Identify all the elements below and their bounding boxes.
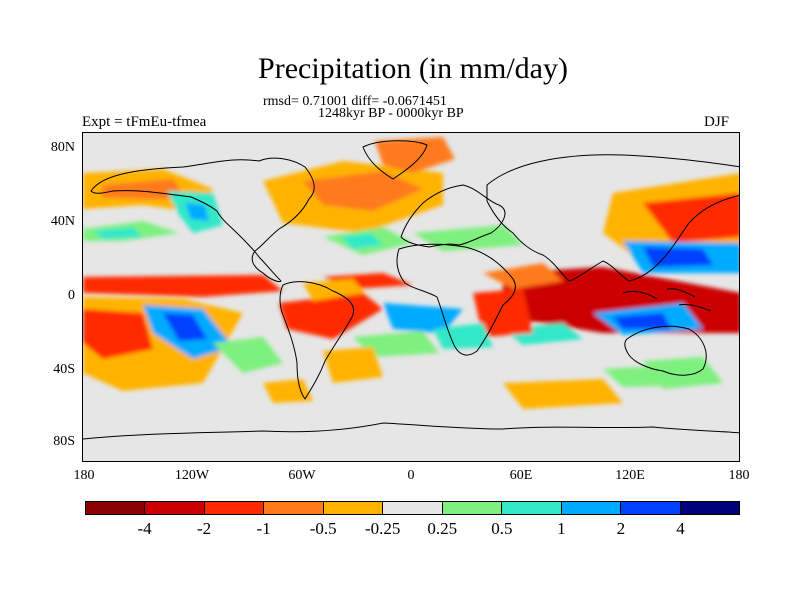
coast-maritime <box>622 288 712 312</box>
x-tick-180e: 180 <box>728 468 750 483</box>
colorbar-box-8 <box>561 502 622 514</box>
x-tick-60e: 60E <box>509 468 533 483</box>
field-nwpac-red <box>643 193 739 243</box>
y-tick-40s: 40S <box>53 362 75 377</box>
field-sam-red <box>279 293 383 339</box>
map-svg <box>83 137 739 440</box>
colorbar-box-3 <box>264 502 324 514</box>
plot-title: Precipitation (in mm/day) <box>258 52 568 85</box>
field-spac-deepblue <box>163 313 207 341</box>
field-si-orange <box>503 379 623 409</box>
field-mc-deepblue <box>613 313 671 329</box>
field-satl-blue <box>383 303 463 333</box>
colorbar-label-0: -4 <box>137 519 152 538</box>
field-satl-green <box>353 331 439 357</box>
field-greenland <box>375 137 455 173</box>
y-tick-80n: 80N <box>50 140 75 155</box>
field-io-orange <box>483 263 563 289</box>
coast-australia <box>624 325 707 376</box>
field-natl-red <box>303 171 423 211</box>
colorbar-label-6: 0.5 <box>491 519 513 538</box>
x-tick-120e: 120E <box>615 468 645 483</box>
precipitation-map <box>82 132 740 462</box>
colorbar-label-3: -0.5 <box>309 519 337 538</box>
colorbar-label-8: 2 <box>616 519 626 538</box>
experiment-label: Expt = tFmEu-tfmea <box>82 114 207 130</box>
colorbar-box-7 <box>502 502 562 514</box>
field-itcz-pac <box>83 275 283 297</box>
colorbar-label-7: 1 <box>557 519 566 538</box>
field-spac-green <box>213 337 283 373</box>
coast-south-america <box>279 281 355 400</box>
field-npac-blue2 <box>185 203 209 221</box>
x-tick-180w: 180 <box>73 468 95 483</box>
coast-greenland <box>362 140 428 180</box>
field-satl-orange <box>323 347 383 383</box>
x-tick-120w: 120W <box>174 468 210 483</box>
field-nwpac-deepblue <box>643 247 713 267</box>
coast-africa <box>396 243 516 356</box>
field-saf-red <box>473 289 533 337</box>
colorbar <box>85 501 740 515</box>
colorbar-box-0 <box>86 502 146 514</box>
field-atl-cyan <box>341 233 383 249</box>
x-tick-0: 0 <box>407 468 415 483</box>
colorbar-box-5 <box>383 502 443 514</box>
rmsd-diff-stats: rmsd= 0.71001 diff= -0.0671451 <box>263 94 447 109</box>
coastlines <box>83 140 739 440</box>
colorbar-label-5: 0.25 <box>427 519 458 538</box>
colorbar-box-4 <box>323 502 384 514</box>
y-tick-80s: 80S <box>53 434 75 449</box>
colorbar-box-2 <box>204 502 265 514</box>
colorbar-box-10 <box>680 502 739 514</box>
field-so-green <box>603 365 693 387</box>
time-period-label: 1248kyr BP - 0000kyr BP <box>318 106 464 121</box>
coast-north-america <box>90 157 315 282</box>
colorbar-box-1 <box>145 502 205 514</box>
colorbar-box-9 <box>621 502 681 514</box>
coast-antarctica <box>83 422 739 440</box>
coast-asia <box>486 154 739 282</box>
y-tick-0: 0 <box>68 288 75 303</box>
field-spac-red <box>83 309 153 359</box>
anomaly-field <box>83 137 739 409</box>
season-label: DJF <box>704 114 730 130</box>
coast-europe <box>400 184 506 248</box>
y-tick-40n: 40N <box>50 214 75 229</box>
colorbar-label-2: -1 <box>256 519 271 538</box>
colorbar-label-1: -2 <box>196 519 212 538</box>
field-so-orange2 <box>263 379 313 403</box>
field-sub-cyan <box>93 227 143 239</box>
colorbar-label-4: -0.25 <box>365 519 401 538</box>
x-tick-60w: 60W <box>288 468 316 483</box>
colorbar-box-6 <box>442 502 503 514</box>
colorbar-label-9: 4 <box>676 519 685 538</box>
